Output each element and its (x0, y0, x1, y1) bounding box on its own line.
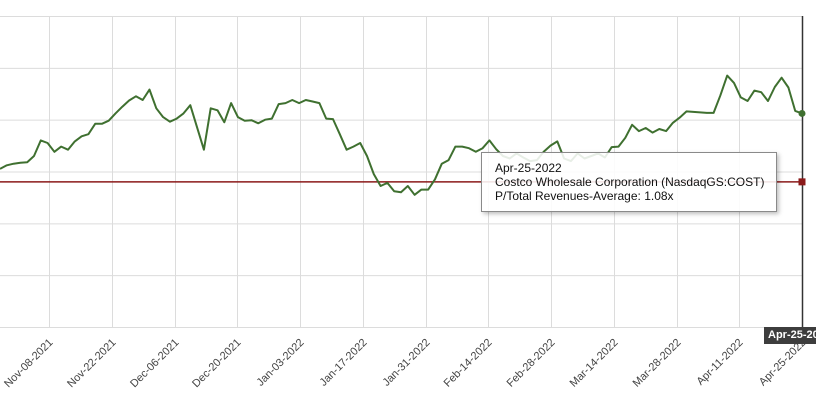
x-tick-label: Dec-06-2021 (128, 337, 181, 390)
x-tick-label: Nov-08-2021 (2, 337, 55, 390)
average-marker (798, 178, 806, 186)
tooltip-date: Apr-25-2022 (495, 161, 562, 175)
tooltip-metric: P/Total Revenues-Average: 1.08x (495, 189, 674, 203)
horizontal-gridlines (0, 16, 802, 328)
x-tick-label: Nov-22-2021 (65, 337, 118, 390)
markers-layer (798, 109, 806, 186)
x-tick-label: Dec-20-2021 (190, 337, 243, 390)
crosshair-date-badge: Apr-25-2022 (764, 327, 816, 344)
x-axis-tick-labels: Nov-08-2021 Nov-22-2021 Dec-06-2021 Dec-20-… (2, 337, 808, 390)
x-tick-label: Jan-17-2022 (317, 337, 369, 389)
x-tick-label: Apr-25-2022 (757, 337, 809, 389)
x-tick-label: Apr-11-2022 (694, 337, 745, 388)
x-tick-label: Mar-28-2022 (631, 337, 684, 390)
series-end-marker (798, 109, 806, 117)
series-layer (0, 74, 803, 196)
x-tick-label: Feb-14-2022 (442, 337, 495, 390)
x-tick-label: Mar-14-2022 (568, 337, 621, 390)
x-tick-label: Jan-31-2022 (380, 337, 432, 389)
x-tick-label: Jan-03-2022 (254, 337, 306, 389)
x-tick-label: Feb-28-2022 (505, 337, 558, 390)
series-line (0, 74, 803, 196)
tooltip: Apr-25-2022 Costco Wholesale Corporation… (481, 152, 777, 212)
tooltip-company: Costco Wholesale Corporation (NasdaqGS:C… (495, 175, 765, 189)
